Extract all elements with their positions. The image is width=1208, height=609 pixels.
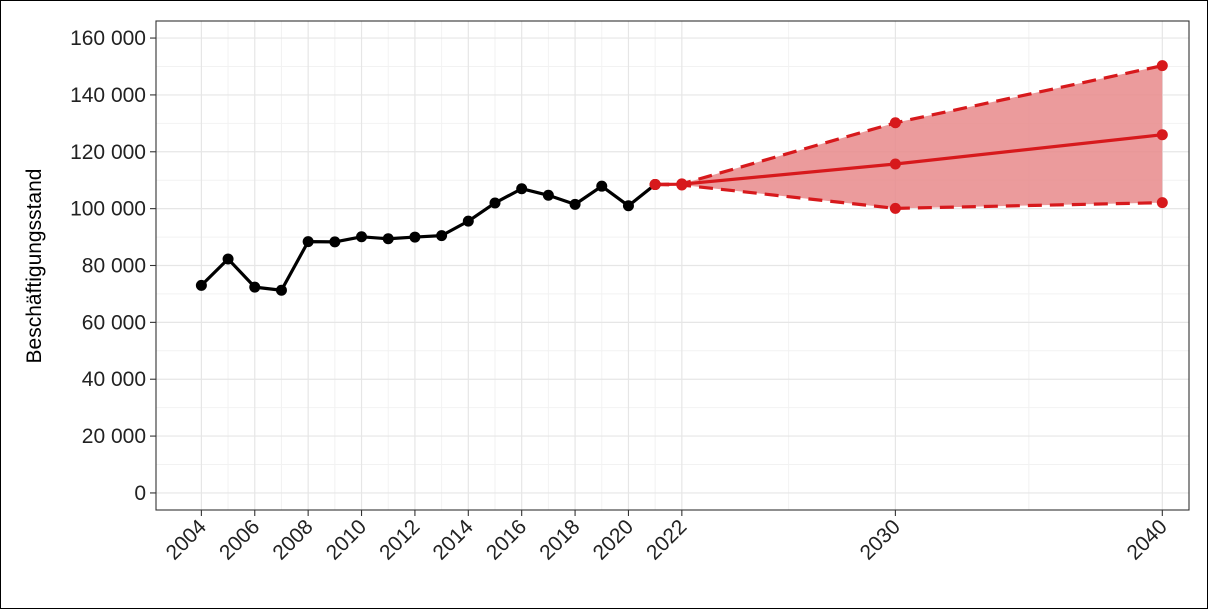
data-point (1156, 197, 1168, 209)
x-tick-label: 2022 (642, 515, 691, 564)
x-tick-label: 2020 (589, 515, 638, 564)
data-point (382, 233, 394, 245)
data-point (889, 202, 901, 214)
data-point (356, 231, 368, 243)
x-tick-label: 2004 (162, 515, 212, 565)
x-tick-label: 2006 (215, 515, 264, 564)
data-point (889, 117, 901, 129)
data-point (649, 178, 661, 190)
x-tick-label: 2030 (856, 515, 905, 564)
major-gridlines (156, 21, 1189, 510)
data-point (676, 179, 688, 191)
data-point (569, 198, 581, 210)
series-line-3 (655, 182, 1163, 210)
y-tick-label: 20 000 (82, 425, 146, 448)
x-tick-label: 2008 (268, 515, 317, 564)
y-tick-label: 40 000 (82, 368, 146, 391)
x-tick-label: 2014 (429, 515, 479, 565)
x-tick-label: 2040 (1123, 515, 1172, 564)
data-point (889, 158, 901, 170)
data-point (436, 230, 448, 242)
x-tick-label: 2012 (375, 515, 424, 564)
y-tick-label: 120 000 (70, 141, 146, 164)
y-tick-label: 160 000 (70, 27, 146, 50)
data-point (249, 281, 261, 293)
data-point (622, 200, 634, 212)
series-points (195, 60, 1168, 296)
data-point (462, 215, 474, 227)
data-point (302, 236, 314, 248)
y-tick-label: 0 (134, 482, 146, 505)
data-point (329, 236, 341, 248)
y-tick-label: 100 000 (70, 198, 146, 221)
y-tick-label: 80 000 (82, 255, 146, 278)
data-point (516, 183, 528, 195)
data-point (409, 231, 421, 243)
forecast-range-area (655, 65, 1163, 209)
x-tick-label: 2016 (482, 515, 531, 564)
y-tick-label: 140 000 (70, 84, 146, 107)
x-tick-label: 2010 (322, 515, 371, 564)
y-axis-title: Beschäftigungsstand (23, 169, 46, 364)
y-tick-label: 60 000 (82, 311, 146, 334)
data-point (1156, 60, 1168, 72)
data-point (542, 189, 554, 201)
forecast-band (655, 65, 1163, 209)
data-point (489, 197, 501, 209)
data-point (222, 253, 234, 265)
data-point (195, 279, 207, 291)
data-point (1156, 129, 1168, 141)
data-point (275, 284, 287, 296)
data-point (596, 180, 608, 192)
x-tick-label: 2018 (535, 515, 584, 564)
